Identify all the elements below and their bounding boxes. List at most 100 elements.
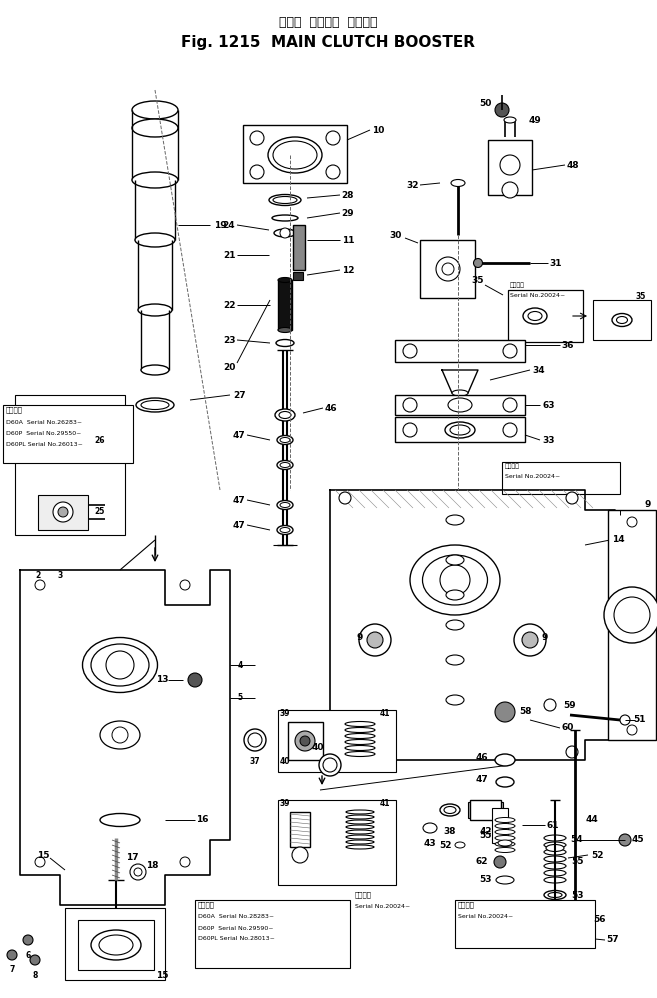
- Ellipse shape: [280, 437, 290, 442]
- Circle shape: [292, 847, 308, 863]
- Text: 57: 57: [606, 935, 620, 944]
- Bar: [293, 225, 305, 270]
- Bar: [395, 395, 525, 415]
- Text: 14: 14: [612, 536, 624, 545]
- Text: 49: 49: [529, 116, 541, 125]
- Text: Serial No.20024~: Serial No.20024~: [510, 292, 565, 297]
- Text: 21: 21: [223, 250, 235, 259]
- Ellipse shape: [523, 308, 547, 324]
- Circle shape: [503, 423, 517, 437]
- Text: 48: 48: [567, 161, 579, 170]
- Text: 47: 47: [233, 430, 245, 439]
- Circle shape: [403, 398, 417, 412]
- Ellipse shape: [274, 229, 296, 237]
- Ellipse shape: [346, 835, 374, 839]
- Ellipse shape: [277, 435, 293, 444]
- Bar: [278, 280, 292, 330]
- Ellipse shape: [410, 545, 500, 615]
- Text: 61: 61: [547, 820, 559, 829]
- Circle shape: [403, 344, 417, 358]
- Text: Fig. 1215  MAIN CLUTCH BOOSTER: Fig. 1215 MAIN CLUTCH BOOSTER: [181, 35, 475, 50]
- Text: 適用号程: 適用号程: [6, 407, 23, 413]
- Ellipse shape: [546, 844, 564, 851]
- Text: 53: 53: [572, 890, 584, 899]
- Text: 63: 63: [543, 400, 555, 409]
- Bar: [290, 812, 310, 847]
- Bar: [195, 900, 350, 968]
- Text: 47: 47: [233, 495, 245, 505]
- Text: 20: 20: [223, 362, 235, 371]
- Ellipse shape: [422, 555, 487, 605]
- Circle shape: [494, 856, 506, 868]
- Text: 4: 4: [237, 661, 242, 670]
- Ellipse shape: [495, 841, 515, 846]
- Text: 39: 39: [280, 710, 290, 719]
- Bar: [492, 808, 508, 843]
- Ellipse shape: [273, 141, 317, 169]
- Text: 45: 45: [631, 835, 645, 844]
- Ellipse shape: [544, 835, 566, 841]
- Ellipse shape: [548, 892, 562, 897]
- Ellipse shape: [346, 830, 374, 834]
- Circle shape: [53, 441, 71, 459]
- Text: 17: 17: [125, 852, 139, 861]
- Bar: [470, 800, 501, 820]
- Circle shape: [619, 834, 631, 846]
- Text: 10: 10: [372, 126, 384, 135]
- Ellipse shape: [280, 462, 290, 467]
- Text: 適用号程: 適用号程: [458, 902, 475, 908]
- Circle shape: [280, 228, 290, 238]
- Circle shape: [30, 955, 40, 965]
- Text: 8: 8: [32, 970, 37, 979]
- Ellipse shape: [544, 890, 566, 899]
- Text: 16: 16: [196, 815, 208, 824]
- Text: 22: 22: [223, 300, 235, 309]
- Ellipse shape: [616, 316, 627, 323]
- Bar: [15, 395, 125, 535]
- Circle shape: [300, 736, 310, 746]
- Text: 44: 44: [585, 815, 599, 824]
- Text: 25: 25: [95, 508, 105, 517]
- Circle shape: [53, 502, 73, 522]
- Bar: [278, 800, 396, 885]
- Ellipse shape: [323, 758, 337, 772]
- Text: 33: 33: [543, 435, 555, 444]
- Text: 37: 37: [250, 757, 260, 766]
- Text: 31: 31: [550, 258, 562, 267]
- Text: 19: 19: [214, 221, 226, 230]
- Text: 15: 15: [156, 970, 168, 979]
- Bar: [395, 417, 525, 442]
- Circle shape: [339, 492, 351, 504]
- Ellipse shape: [496, 777, 514, 787]
- Text: Serial No.20024~: Serial No.20024~: [505, 473, 560, 478]
- Ellipse shape: [141, 365, 169, 375]
- Ellipse shape: [498, 840, 512, 846]
- Circle shape: [359, 624, 391, 656]
- Circle shape: [112, 727, 128, 743]
- Bar: [420, 240, 475, 298]
- Text: 9: 9: [357, 634, 363, 643]
- Ellipse shape: [91, 930, 141, 960]
- Ellipse shape: [136, 398, 174, 412]
- Ellipse shape: [244, 729, 266, 751]
- Text: 34: 34: [533, 365, 545, 374]
- Ellipse shape: [450, 425, 470, 435]
- Ellipse shape: [346, 840, 374, 844]
- Circle shape: [544, 699, 556, 711]
- Circle shape: [180, 857, 190, 867]
- Ellipse shape: [278, 327, 292, 332]
- Text: 23: 23: [223, 335, 235, 344]
- Bar: [508, 290, 583, 342]
- Text: 36: 36: [562, 340, 574, 349]
- Ellipse shape: [268, 137, 322, 173]
- Text: 62: 62: [476, 857, 488, 866]
- Text: 適用号程: 適用号程: [355, 891, 372, 898]
- Text: 52: 52: [439, 840, 451, 849]
- Circle shape: [627, 725, 637, 735]
- Ellipse shape: [346, 845, 374, 849]
- Text: 12: 12: [342, 265, 354, 274]
- Text: 50: 50: [479, 99, 491, 108]
- Text: 6: 6: [26, 950, 31, 959]
- Text: メイン  クラッチ  ブースタ: メイン クラッチ ブースタ: [279, 16, 377, 29]
- Circle shape: [7, 950, 17, 960]
